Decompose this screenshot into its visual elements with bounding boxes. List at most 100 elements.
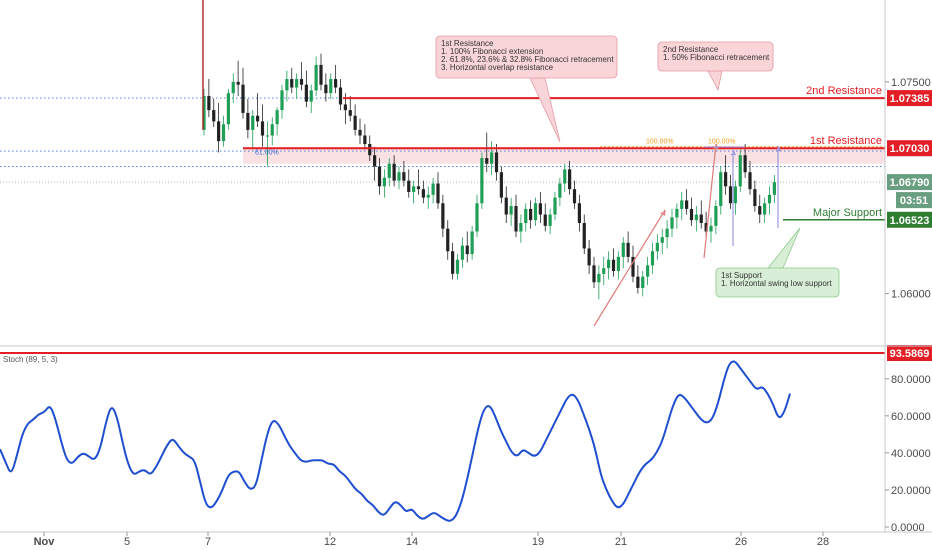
candle-body — [724, 172, 728, 187]
annotation-pointer — [707, 70, 723, 92]
resistance-zone — [243, 146, 885, 164]
projection-arrow-2-shaft — [703, 143, 717, 259]
candle-body — [363, 135, 367, 144]
candle — [285, 70, 289, 102]
candle-body — [699, 214, 703, 224]
time-tick-label: 5 — [124, 536, 130, 548]
candle-body — [685, 200, 689, 209]
candle — [724, 155, 728, 195]
candle — [636, 265, 640, 294]
candle-body — [494, 152, 499, 173]
candle-body — [709, 225, 713, 232]
candle — [265, 121, 269, 167]
candle — [319, 53, 323, 91]
candle — [465, 231, 469, 263]
candle-body — [529, 208, 533, 221]
time-tick-label: 26 — [735, 536, 747, 548]
candle-body — [236, 81, 240, 85]
stoch-tick-label: 60.0000 — [891, 411, 931, 423]
candle — [373, 146, 377, 181]
candle-body — [733, 186, 737, 204]
candle-body — [295, 79, 299, 88]
candle-body — [246, 112, 250, 130]
candle — [397, 166, 401, 190]
level-label-0: 2nd Resistance — [806, 85, 882, 97]
candle-body — [329, 79, 333, 94]
candle — [256, 93, 260, 128]
candle — [738, 149, 742, 192]
candle-body — [387, 163, 391, 178]
candle-body — [382, 177, 386, 187]
candle-body — [611, 259, 616, 272]
candle-body — [392, 163, 396, 181]
candle — [436, 172, 440, 209]
candle — [728, 175, 733, 209]
candle-body — [451, 251, 455, 274]
candle-body — [348, 110, 352, 116]
candle — [514, 194, 518, 238]
candle-body — [421, 189, 425, 198]
candle-body — [758, 206, 762, 215]
candle-body — [636, 276, 640, 288]
candle-body — [660, 237, 664, 243]
candle — [543, 203, 547, 232]
candle-body — [285, 79, 289, 91]
candle — [685, 189, 689, 215]
candle-body — [680, 200, 684, 209]
candle — [451, 242, 455, 280]
stoch-tick-label: 40.0000 — [891, 448, 931, 460]
candle-body — [202, 95, 206, 130]
candle-body — [319, 64, 323, 85]
candle — [295, 73, 299, 99]
candle-body — [207, 95, 211, 111]
overlay-layer: 2nd Resistance 1.07385 1st Resistance 1.070… — [243, 35, 932, 327]
candle — [421, 180, 425, 204]
candle-body — [670, 217, 674, 229]
candle — [763, 197, 767, 224]
candle — [621, 237, 625, 269]
candle-body — [402, 172, 406, 181]
candle-body — [675, 208, 679, 218]
annotation-box — [435, 35, 618, 79]
candle-body — [265, 135, 269, 137]
candle — [563, 163, 567, 192]
candle — [207, 79, 211, 118]
candle-body — [373, 155, 377, 167]
candle-body — [314, 64, 318, 91]
candle — [470, 225, 474, 260]
candle — [494, 143, 499, 181]
candle — [358, 118, 362, 144]
candle — [382, 169, 386, 198]
candle — [509, 197, 513, 226]
countdown-bg — [896, 192, 932, 209]
candle — [748, 160, 752, 195]
candle — [733, 180, 737, 215]
candle-body — [626, 242, 630, 257]
candle-body — [465, 245, 469, 255]
candle-body — [324, 84, 328, 94]
candle — [670, 208, 674, 238]
candle-body — [631, 256, 635, 277]
candle-body — [368, 143, 372, 156]
candle-body — [475, 203, 479, 232]
fib-percent-label: 61.80% — [255, 150, 279, 157]
candle — [217, 103, 221, 153]
candle — [202, 88, 206, 136]
candle — [490, 141, 494, 176]
price-tag-bg-0 — [887, 90, 932, 107]
candle — [290, 67, 294, 94]
candle-body — [714, 206, 718, 226]
candle-body — [446, 228, 450, 252]
measure-arrow-1-head — [730, 149, 737, 156]
candle — [592, 256, 596, 288]
candle — [607, 251, 611, 280]
candle-body — [241, 84, 245, 113]
candle-body — [533, 203, 538, 221]
candle — [324, 73, 328, 102]
price-tick-label: 1.06000 — [891, 289, 931, 301]
annotation-line: 1st Resistance — [441, 39, 494, 48]
candle — [431, 177, 435, 204]
candle — [387, 158, 391, 187]
candle — [363, 124, 367, 150]
